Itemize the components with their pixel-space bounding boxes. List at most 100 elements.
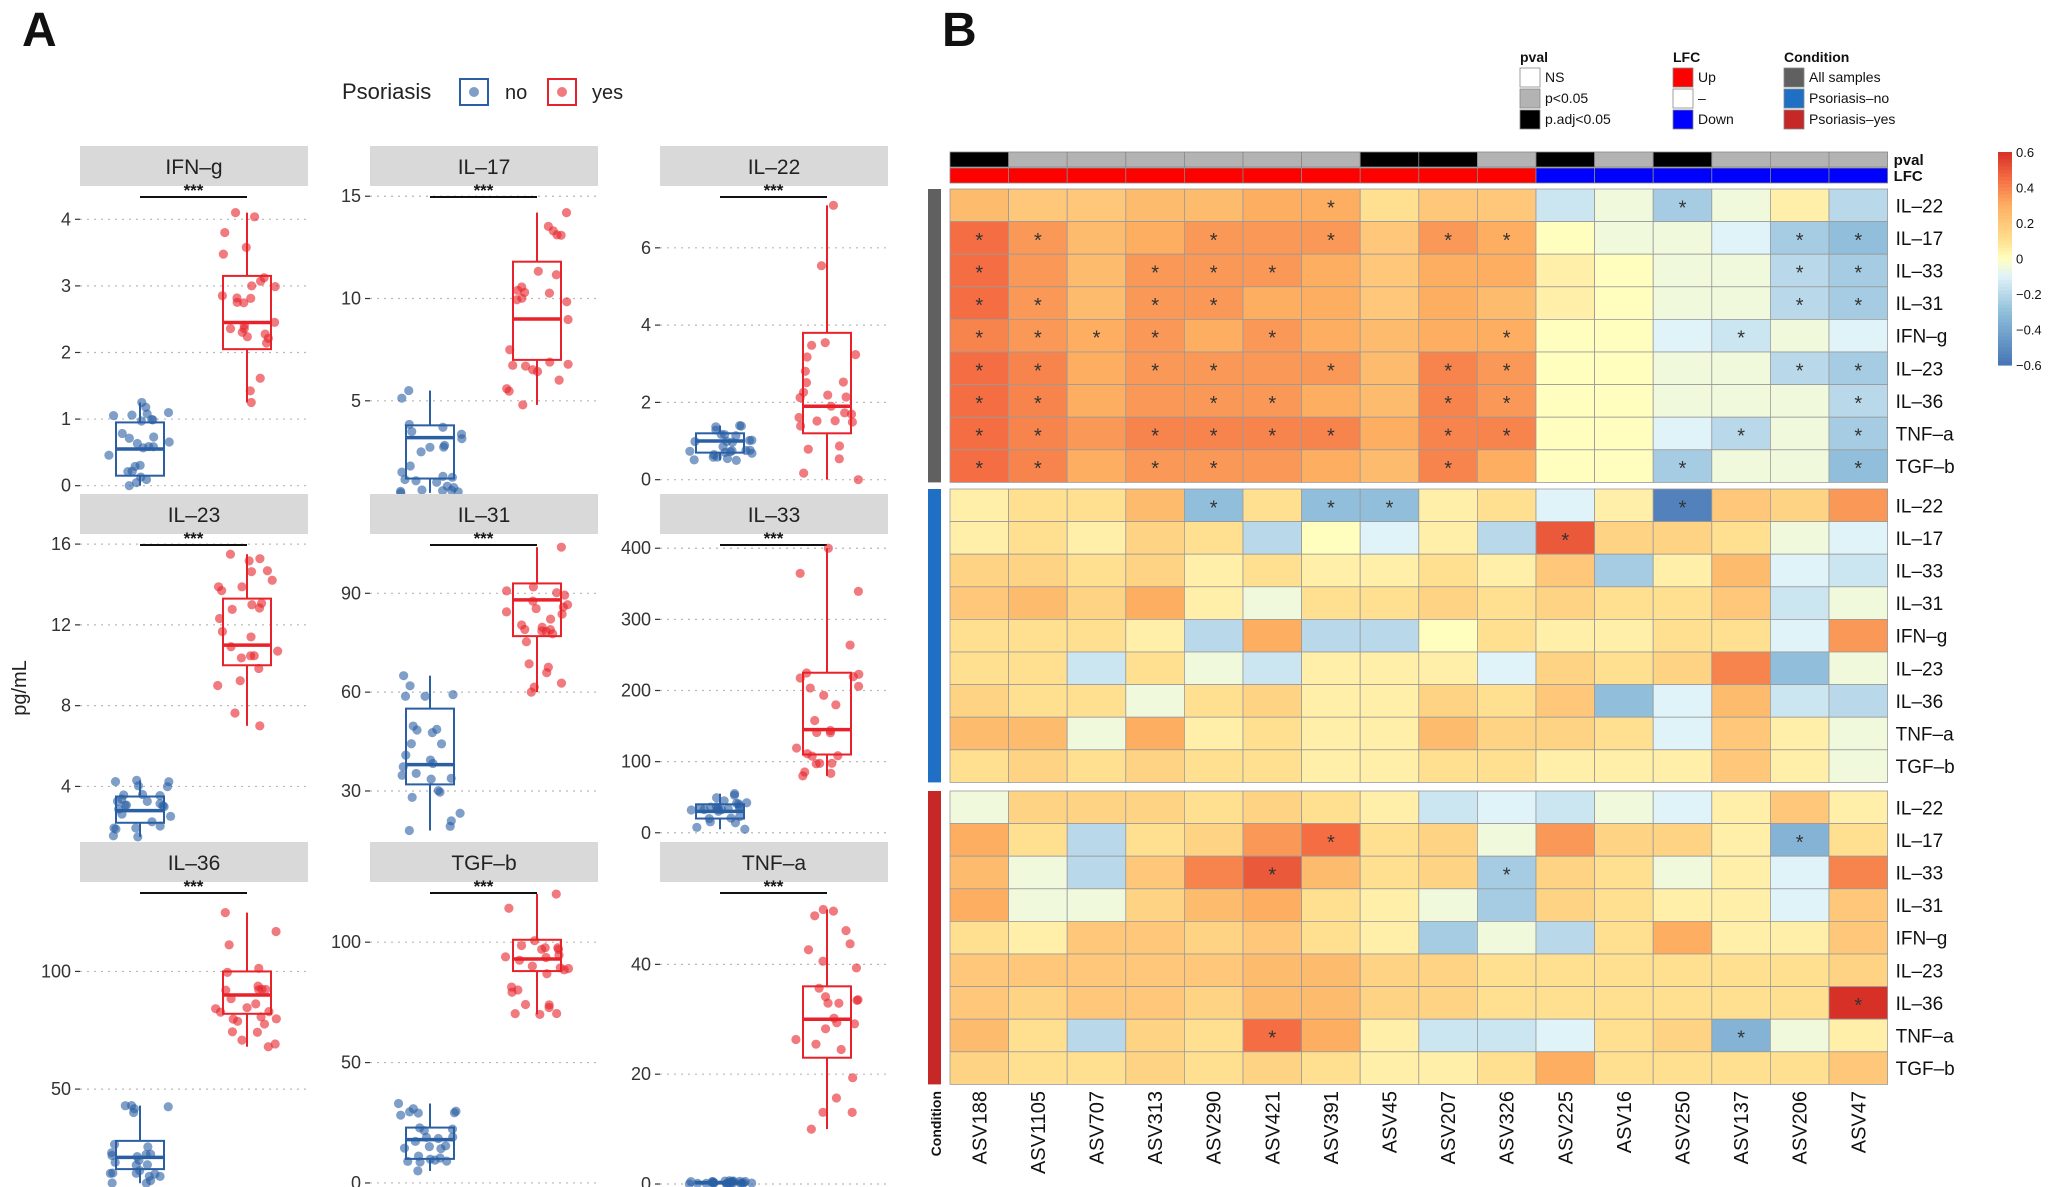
data-point xyxy=(237,582,247,592)
data-point xyxy=(854,669,864,679)
heatmap-cell xyxy=(949,449,1009,483)
data-point xyxy=(407,792,417,803)
lfc-annotation-cell xyxy=(1477,167,1537,184)
heatmap-cell xyxy=(1242,986,1302,1020)
colorbar-tick-label: 0.4 xyxy=(2016,181,2034,196)
data-point xyxy=(801,668,812,678)
data-point xyxy=(747,435,757,445)
data-point xyxy=(726,813,736,823)
heatmap-cell xyxy=(949,823,1009,857)
data-point xyxy=(155,799,165,809)
heatmap-cell xyxy=(1652,716,1713,751)
data-point xyxy=(725,1179,735,1187)
heatmap-cell xyxy=(1359,716,1420,751)
colorbar-segment xyxy=(1998,169,2012,174)
data-point xyxy=(545,357,555,367)
significance-star: * xyxy=(975,458,983,480)
heatmap-cell xyxy=(1711,986,1771,1020)
heatmap-cell xyxy=(1594,351,1654,385)
heatmap-cell xyxy=(1184,286,1244,320)
data-point xyxy=(246,397,256,408)
data-point xyxy=(438,486,448,496)
y-axis-label: pg/mL xyxy=(9,660,31,716)
colorbar-segment xyxy=(1998,219,2012,224)
lfc-annotation-label: LFC xyxy=(1894,168,1923,185)
y-tick-label: 50 xyxy=(51,1079,71,1099)
heatmap-cell xyxy=(1770,790,1830,824)
heatmap-cell xyxy=(1301,221,1361,255)
heatmap-column-label: ASV290 xyxy=(1204,1091,1226,1164)
heatmap-cell xyxy=(1301,553,1361,588)
heatmap-cell xyxy=(1477,651,1537,685)
data-point xyxy=(120,1101,130,1111)
data-point xyxy=(404,419,414,430)
heatmap-cell xyxy=(1828,318,1888,353)
data-point xyxy=(448,1132,458,1142)
heatmap-cell xyxy=(1535,286,1595,320)
data-point xyxy=(528,582,538,592)
heatmap-cell xyxy=(1184,521,1244,555)
heatmap-cell xyxy=(1301,318,1361,353)
heatmap-cell xyxy=(1711,888,1771,922)
data-point xyxy=(449,1108,460,1118)
colorbar-segment xyxy=(1998,357,2012,363)
heatmap-cell xyxy=(1418,749,1478,783)
data-point xyxy=(224,940,234,950)
y-tick-label: 2 xyxy=(61,342,71,362)
heatmap-cell xyxy=(949,521,1009,555)
significance-label: *** xyxy=(184,181,204,200)
data-point xyxy=(562,297,572,307)
lfc-annotation-cell xyxy=(1184,167,1244,184)
heatmap-cell xyxy=(1418,986,1478,1020)
data-point xyxy=(435,787,445,797)
heatmap-cell xyxy=(1008,823,1068,857)
data-point xyxy=(846,409,857,419)
heatmap-cell xyxy=(1711,188,1771,222)
heatmap-cell xyxy=(1359,351,1420,385)
lfc-annotation-cell xyxy=(1066,167,1127,184)
heatmap-cell xyxy=(1535,521,1595,555)
heatmap-cell xyxy=(949,586,1009,620)
colorbar-segment xyxy=(1998,301,2012,306)
data-point xyxy=(831,700,841,710)
heatmap-cell xyxy=(1184,586,1244,620)
legend-no-label: no xyxy=(505,82,527,104)
heatmap-cell xyxy=(1711,416,1771,451)
heatmap-cell xyxy=(949,619,1009,653)
data-point xyxy=(407,426,417,437)
heatmap-cell xyxy=(1477,286,1537,320)
heatmap-cell xyxy=(1594,553,1654,588)
heatmap-cell xyxy=(1125,619,1185,653)
heatmap-cell xyxy=(1770,619,1830,653)
data-point xyxy=(446,816,456,826)
data-point xyxy=(801,378,812,388)
heatmap-cell xyxy=(1008,855,1068,890)
data-point xyxy=(518,400,528,410)
colorbar-segment xyxy=(1998,329,2012,334)
colorbar-segment xyxy=(1998,176,2012,181)
colorbar-segment xyxy=(1998,198,2012,203)
y-tick-label: 20 xyxy=(631,1064,651,1084)
data-point xyxy=(163,407,174,418)
colorbar-segment xyxy=(1998,155,2012,160)
significance-star: * xyxy=(1210,295,1218,317)
data-point xyxy=(107,1178,117,1187)
heatmap-cell xyxy=(1652,953,1713,987)
data-point xyxy=(132,438,142,449)
data-point xyxy=(241,242,251,252)
data-point xyxy=(259,1019,270,1029)
legend-swatch xyxy=(1783,109,1805,130)
colorbar-segment xyxy=(1998,212,2012,217)
data-point xyxy=(705,817,715,827)
colorbar-segment xyxy=(1998,247,2012,252)
colorbar: 0.6 0.4 0.2 0 −0.2 −0.4 −0.6 xyxy=(1998,145,2042,373)
heatmap-row-label: IL–23 xyxy=(1896,961,1944,982)
colorbar-segment xyxy=(1998,304,2012,309)
heatmap-column-label: ASV313 xyxy=(1145,1091,1167,1164)
heatmap-cell xyxy=(1242,619,1302,653)
heatmap-cell xyxy=(1477,449,1537,483)
heatmap-cell xyxy=(1711,921,1771,955)
heatmap-cell xyxy=(1184,855,1244,890)
facet-title: IL–22 xyxy=(748,156,801,179)
heatmap-cell xyxy=(1770,384,1830,418)
